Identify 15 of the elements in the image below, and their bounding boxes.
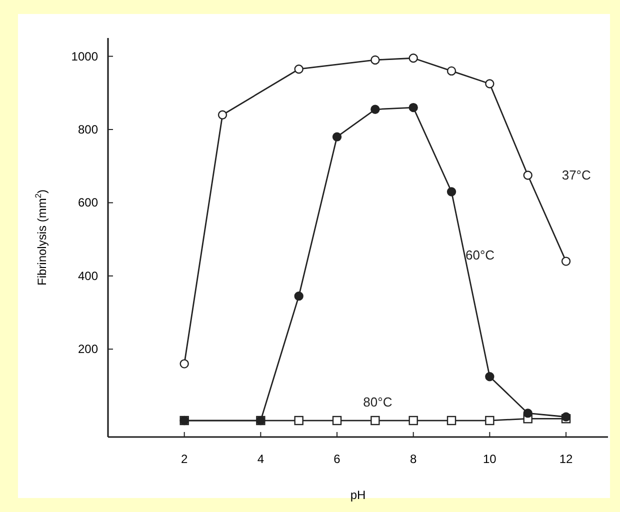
- y-tick-label: 1000: [71, 49, 98, 64]
- x-tick-label: 2: [180, 452, 188, 466]
- x-tick-label: 6: [334, 452, 341, 466]
- x-tick-label: 8: [410, 452, 417, 466]
- y-tick-label: 800: [78, 122, 98, 137]
- y-tick-label: 200: [78, 342, 98, 356]
- text: 37°C: [562, 167, 591, 182]
- y-tick-label: 600: [78, 196, 98, 210]
- x-axis-title: pH: [350, 488, 366, 502]
- x-tick-label: 12: [559, 452, 574, 466]
- series-label: 60°C: [466, 248, 495, 263]
- y-tick-label: 400: [78, 268, 98, 283]
- x-tick-label: 10: [483, 452, 497, 466]
- x-tick-label: 4: [257, 452, 264, 466]
- series-label: 80°C: [363, 394, 392, 410]
